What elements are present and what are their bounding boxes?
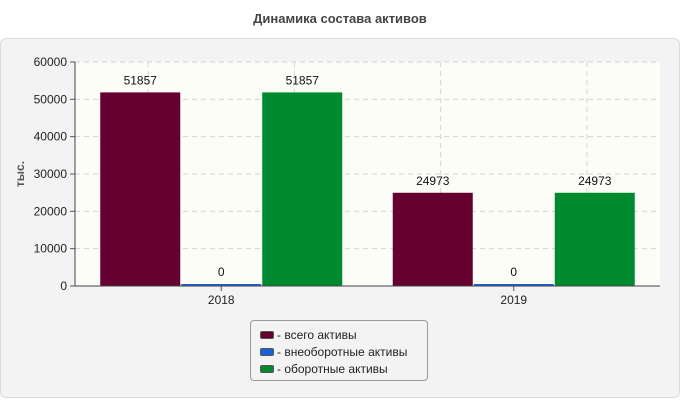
chart-title: Динамика состава активов xyxy=(253,11,427,26)
y-tick-label: 20000 xyxy=(34,204,68,218)
y-tick-label: 30000 xyxy=(34,167,68,181)
y-axis-title: тыс. xyxy=(13,161,27,187)
bar xyxy=(100,92,181,286)
x-tick-label: 2018 xyxy=(208,293,235,307)
x-tick-label: 2019 xyxy=(500,293,527,307)
bar-value-label: 51857 xyxy=(286,73,320,87)
legend-label: - всего активы xyxy=(277,327,357,342)
y-tick-label: 0 xyxy=(60,279,67,293)
bar xyxy=(554,192,635,286)
legend-label: - оборотные активы xyxy=(277,361,388,376)
bar-value-label: 24973 xyxy=(416,174,450,188)
legend-item[interactable]: - всего активы xyxy=(251,326,427,343)
bar-value-label: 24973 xyxy=(578,174,612,188)
legend-label: - внеоборотные активы xyxy=(277,344,408,359)
y-tick-label: 50000 xyxy=(34,92,68,106)
legend-item[interactable]: - внеоборотные активы xyxy=(251,343,427,360)
y-tick-label: 10000 xyxy=(34,242,68,256)
y-tick-label: 60000 xyxy=(34,55,68,69)
bar-value-label: 0 xyxy=(218,265,225,279)
legend-swatch xyxy=(260,330,274,339)
chart-legend: - всего активы - внеоборотные активы - о… xyxy=(250,320,428,381)
legend-swatch xyxy=(260,347,274,356)
bar xyxy=(181,284,262,286)
bar-value-label: 51857 xyxy=(124,73,158,87)
bar xyxy=(473,284,554,286)
legend-swatch xyxy=(260,364,274,373)
y-tick-label: 40000 xyxy=(34,130,68,144)
legend-item[interactable]: - оборотные активы xyxy=(251,360,427,377)
bar xyxy=(262,92,343,286)
bar xyxy=(392,192,473,286)
bar-value-label: 0 xyxy=(510,265,517,279)
